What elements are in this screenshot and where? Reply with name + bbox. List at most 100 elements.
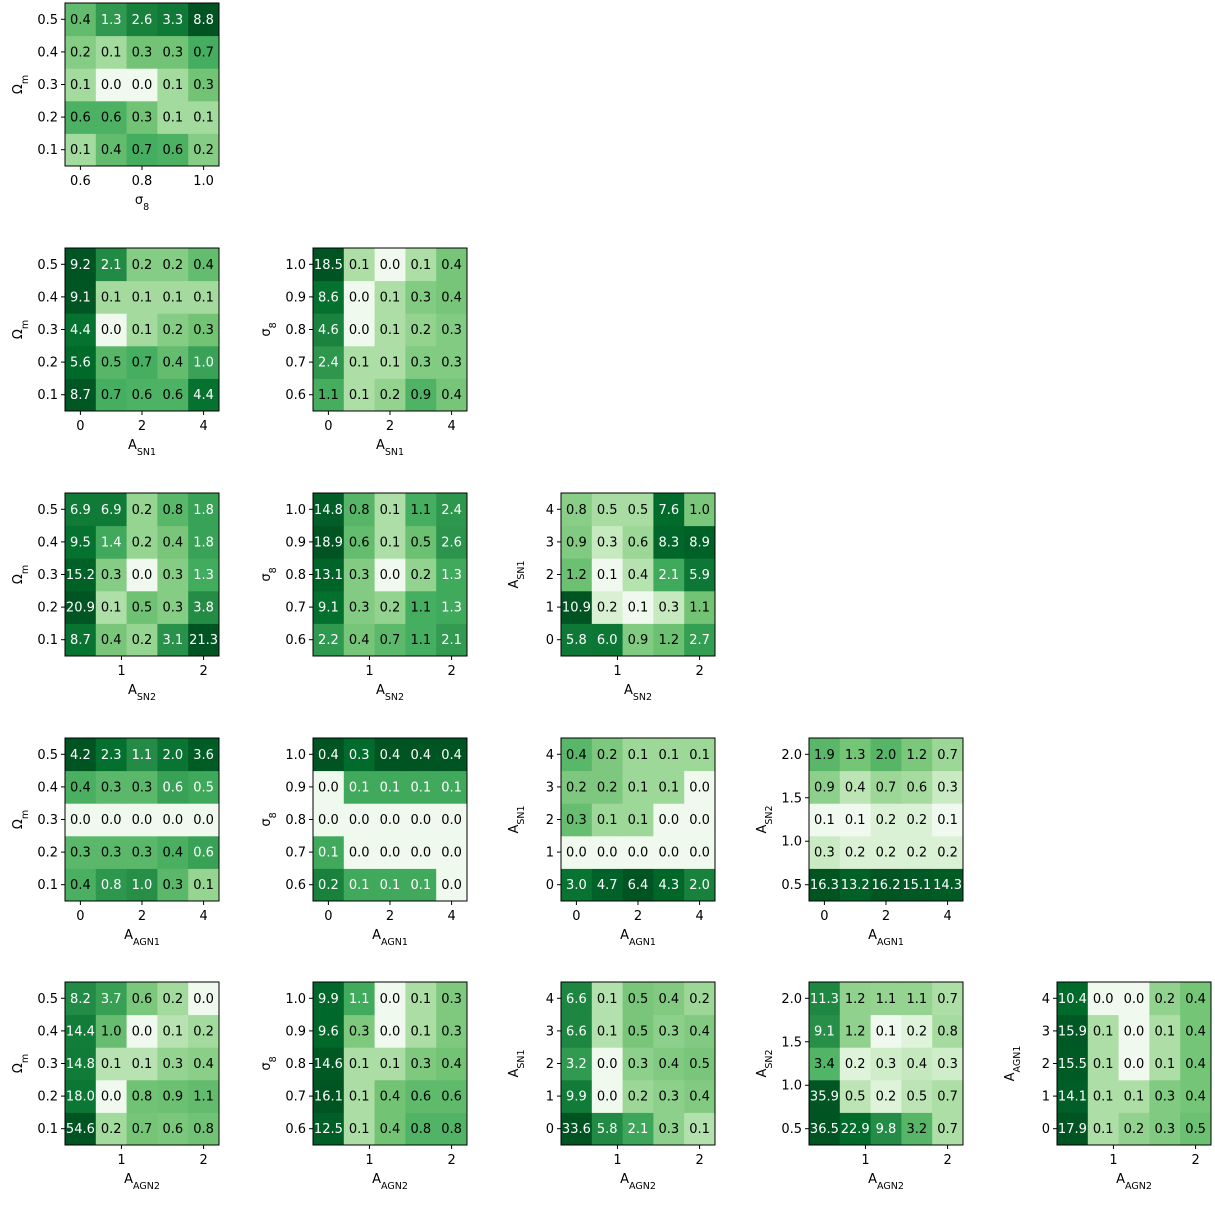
heatmap-cell (405, 738, 437, 772)
cell-value-label: 0.2 (410, 323, 431, 338)
cell-value-label: 0.1 (876, 1024, 897, 1039)
heatmap-cell (157, 280, 189, 314)
cell-value-label: 10.9 (562, 601, 591, 616)
cell-value-label: 14.6 (314, 1057, 343, 1072)
cell-value-label: 0.7 (876, 780, 897, 795)
y-axis-label: ASN2 (755, 805, 775, 833)
cell-value-label: 0.0 (410, 846, 431, 861)
heatmap-cell (157, 623, 189, 657)
cell-value-label: 0.1 (101, 601, 122, 616)
x-tick-label: 1 (365, 664, 373, 679)
heatmap-cell (126, 280, 158, 314)
cell-value-label: 0.3 (937, 1057, 958, 1072)
cell-value-label: 1.3 (845, 748, 866, 763)
heatmap-cell (313, 623, 345, 657)
heatmap-cell (684, 1014, 716, 1048)
y-tick-label: 0.1 (37, 633, 58, 648)
heatmap-cell (188, 868, 220, 902)
heatmap-cell (343, 803, 376, 837)
cell-value-label: 0.4 (193, 258, 214, 273)
heatmap-cell (188, 738, 220, 772)
heatmap-cell (684, 982, 716, 1016)
heatmap-cell (653, 803, 685, 837)
heatmap-cell (65, 525, 97, 559)
heatmap-cell (188, 35, 220, 69)
cell-value-label: 0.2 (162, 323, 183, 338)
cell-value-label: 0.1 (70, 78, 91, 93)
x-tick-label: 1 (613, 1153, 621, 1168)
cell-value-label: 0.1 (628, 748, 649, 763)
cell-value-label: 0.6 (906, 780, 927, 795)
y-axis-label: ASN1 (507, 805, 527, 833)
x-axis-label: AAGN2 (372, 1172, 408, 1192)
x-tick-label: 1 (1109, 1153, 1117, 1168)
cell-value-label: 0.7 (937, 1122, 958, 1137)
x-tick-label: 2 (695, 1153, 703, 1168)
heatmap-cell (374, 1047, 406, 1081)
heatmap-cell (65, 1014, 97, 1048)
x-tick-label: 2 (199, 664, 207, 679)
cell-value-label: 6.9 (101, 503, 122, 518)
cell-value-label: 0.3 (349, 748, 370, 763)
cell-value-label: 0.1 (410, 258, 431, 273)
x-tick-label: 2 (695, 664, 703, 679)
cell-value-label: 0.4 (410, 748, 431, 763)
cell-value-label: 1.2 (845, 992, 866, 1007)
heatmap-cell (561, 738, 593, 772)
x-axis-label: AAGN2 (620, 1172, 656, 1192)
cell-value-label: 0.1 (193, 290, 214, 305)
cell-value-label: 4.4 (193, 388, 214, 403)
heatmap-cell (870, 1112, 902, 1146)
heatmap-cell (622, 770, 654, 804)
cell-value-label: 0.3 (597, 535, 618, 550)
heatmap-cell (1118, 1112, 1150, 1146)
heatmap-cell (65, 313, 97, 347)
heatmap-cell (374, 280, 406, 314)
cell-value-label: 1.3 (193, 568, 214, 583)
cell-value-label: 0.2 (906, 1024, 927, 1039)
heatmap-cell (126, 100, 158, 134)
heatmap-cell (1149, 1079, 1181, 1113)
cell-value-label: 11.3 (810, 992, 839, 1007)
y-tick-label: 0.1 (37, 388, 58, 403)
cell-value-label: 0.0 (689, 813, 710, 828)
heatmap-cell (622, 590, 654, 624)
cell-value-label: 0.4 (658, 992, 679, 1007)
cell-value-label: 0.1 (349, 388, 370, 403)
cell-value-label: 0.0 (628, 846, 649, 861)
heatmap-cell (343, 770, 376, 804)
cell-value-label: 0.0 (658, 813, 679, 828)
cell-value-label: 8.9 (689, 535, 710, 550)
cell-value-label: 0.4 (101, 633, 122, 648)
cell-value-label: 0.3 (441, 1024, 462, 1039)
heatmap-cell (157, 803, 189, 837)
cell-value-label: 0.7 (132, 143, 153, 158)
heatmap-cell (839, 868, 872, 902)
cell-value-label: 0.1 (349, 356, 370, 371)
heatmap-cell (684, 493, 716, 527)
cell-value-label: 0.1 (597, 813, 618, 828)
y-tick-label: 1 (1042, 1090, 1050, 1105)
heatmap-cell (65, 133, 97, 167)
heatmap-cell (157, 1112, 189, 1146)
cell-value-label: 0.2 (132, 503, 153, 518)
cell-value-label: 12.5 (314, 1122, 343, 1137)
cell-value-label: 0.1 (1093, 1024, 1114, 1039)
cell-value-label: 0.5 (906, 1090, 927, 1105)
heatmap-cell (622, 982, 654, 1016)
heatmap-cell (126, 378, 158, 412)
x-axis-label: ASN2 (624, 683, 652, 703)
heatmap-cell (95, 1047, 128, 1081)
cell-value-label: 0.4 (689, 1024, 710, 1039)
cell-value-label: 0.4 (162, 535, 183, 550)
heatmap-cell (1057, 982, 1089, 1016)
heatmap-cell (405, 803, 437, 837)
heatmap-cell (436, 493, 468, 527)
heatmap-cell (622, 1079, 654, 1113)
cell-value-label: 14.8 (314, 503, 343, 518)
cell-value-label: 3.8 (193, 601, 214, 616)
y-tick-label: 0.9 (285, 1024, 306, 1039)
heatmap-cell (343, 313, 376, 347)
heatmap-cell (157, 100, 189, 134)
